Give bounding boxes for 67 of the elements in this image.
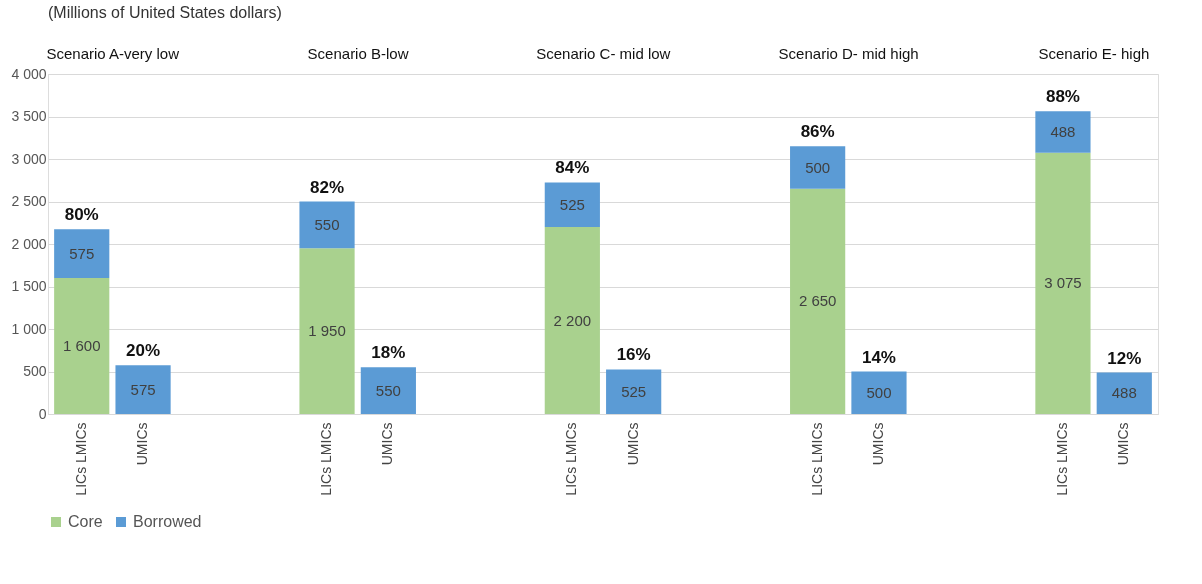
x-tick-label: UMICs — [379, 422, 396, 466]
bar — [851, 371, 907, 414]
bar — [299, 248, 355, 414]
chart-title: (Millions of United States dollars) — [48, 4, 282, 21]
data-label: 525 — [621, 382, 647, 400]
x-tick-label: UMICs — [134, 422, 151, 466]
bar — [1035, 111, 1091, 153]
data-label: 1 950 — [308, 322, 346, 340]
y-tick-label: 4 000 — [11, 65, 47, 82]
text: Scenario E- high — [1038, 45, 1150, 62]
x-tick-label: UMICs — [869, 422, 886, 466]
bar — [790, 188, 846, 414]
y-tick-label: 3 000 — [11, 150, 47, 167]
data-label: 575 — [130, 380, 156, 398]
y-tick-label: 1 000 — [11, 320, 47, 337]
x-tick-label: LICs LMICs — [1053, 422, 1070, 496]
x-tick-label: LICs LMICs — [808, 422, 825, 496]
bar — [544, 227, 600, 414]
y-tick-label: 3 500 — [11, 108, 47, 124]
y-tick-label: 0 — [38, 405, 47, 422]
text: Scenario A-very low — [46, 45, 180, 62]
data-label: 2 200 — [553, 311, 592, 329]
data-label: 500 — [866, 383, 892, 401]
data-label: 500 — [805, 158, 831, 176]
bar — [606, 369, 662, 414]
annotation: 80% — [64, 205, 99, 225]
data-label: 3 075 — [1044, 274, 1082, 292]
annotation: 84% — [555, 158, 590, 178]
bar — [790, 146, 846, 189]
x-tick-label: LICs LMICs — [72, 422, 89, 496]
annotation: 88% — [1045, 87, 1080, 107]
y-tick-label: 2 500 — [11, 193, 47, 209]
annotation: 18% — [371, 343, 406, 363]
text: Scenario C- mid low — [536, 45, 671, 62]
data-label: 488 — [1111, 384, 1137, 402]
bar — [54, 229, 110, 278]
data-label: 550 — [375, 381, 401, 399]
x-tick-label: LICs LMICs — [318, 422, 335, 496]
y-tick-label: 1 500 — [11, 278, 47, 294]
bar — [1035, 152, 1091, 414]
bar — [299, 201, 355, 249]
y-tick-label: 500 — [23, 363, 47, 379]
text: Scenario B-low — [307, 45, 409, 62]
legend-label: Core — [68, 513, 103, 530]
x-tick-label: UMICs — [624, 422, 641, 466]
text: Scenario D- mid high — [778, 45, 919, 62]
data-label: 2 650 — [798, 292, 837, 310]
bar — [360, 367, 416, 414]
data-label: 575 — [69, 244, 95, 262]
annotation: 12% — [1107, 348, 1142, 368]
data-label: 550 — [314, 215, 340, 233]
data-label: 525 — [559, 195, 585, 213]
annotation: 82% — [310, 177, 345, 197]
bar — [1096, 372, 1152, 414]
x-tick-label: UMICs — [1115, 422, 1132, 466]
annotation: 86% — [800, 122, 835, 142]
annotation: 20% — [126, 341, 161, 361]
legend-label: Borrowed — [133, 513, 202, 530]
y-tick-label: 2 000 — [11, 235, 47, 252]
bar — [544, 182, 600, 227]
annotation: 14% — [861, 347, 896, 367]
x-tick-label: LICs LMICs — [563, 422, 580, 496]
annotation: 16% — [616, 345, 651, 365]
bar — [115, 365, 171, 414]
data-label: 1 600 — [62, 337, 101, 354]
bar — [54, 278, 110, 414]
data-label: 488 — [1050, 122, 1076, 140]
